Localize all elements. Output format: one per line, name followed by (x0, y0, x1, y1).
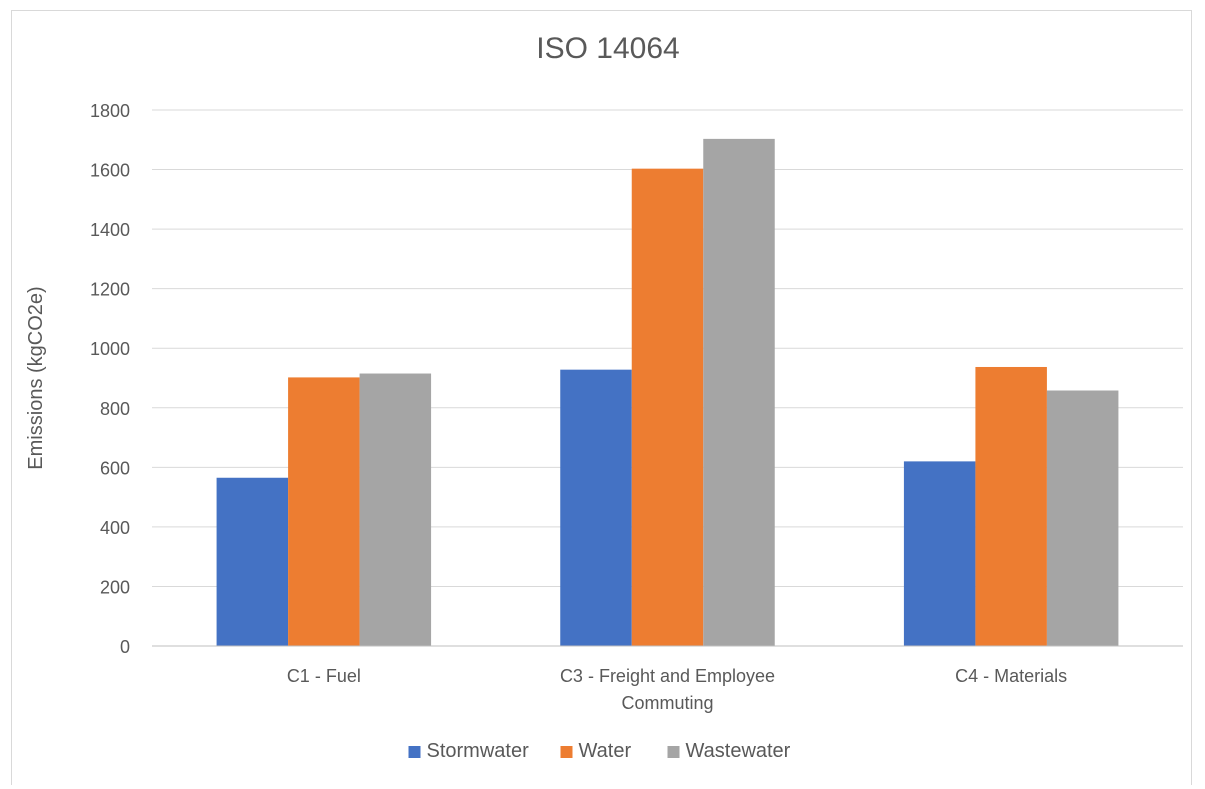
y-tick-label: 1800 (90, 101, 130, 121)
x-category-label: Commuting (621, 693, 713, 713)
y-tick-label: 600 (100, 458, 130, 478)
legend-label-stormwater: Stormwater (427, 740, 530, 762)
bars (216, 138, 1119, 646)
bar-water-1 (288, 377, 360, 646)
bar-stormwater-2 (560, 369, 632, 646)
x-category-label: C1 - Fuel (287, 666, 361, 686)
legend: Stormwater Water Wastewater (408, 740, 791, 762)
legend-label-wastewater: Wastewater (686, 740, 791, 762)
y-tick-label: 200 (100, 577, 130, 597)
bar-wastewater-2 (703, 138, 775, 646)
bar-wastewater-1 (359, 373, 432, 646)
y-tick-label: 800 (100, 399, 130, 419)
bar-wastewater-3 (1046, 390, 1119, 646)
bar-water-3 (975, 366, 1047, 646)
x-category-label: C3 - Freight and Employee (560, 666, 775, 686)
chart-title: ISO 14064 (536, 32, 679, 65)
y-tick-label: 1000 (90, 339, 130, 359)
y-tick-label: 400 (100, 518, 130, 538)
bar-stormwater-3 (903, 461, 976, 646)
legend-swatch-wastewater (667, 746, 680, 758)
x-category-label: C4 - Materials (955, 666, 1067, 686)
legend-label-water: Water (579, 740, 632, 762)
legend-swatch-stormwater (408, 746, 421, 758)
y-axis-title: Emissions (kgCO2e) (25, 286, 47, 469)
axes: 0 200 400 600 800 1000 1200 1400 1600 1800 C1 - Fu… (90, 101, 1183, 713)
y-tick-label: 1400 (90, 220, 130, 240)
y-tick-label: 1600 (90, 161, 130, 181)
legend-swatch-water (560, 746, 573, 758)
y-tick-label: 1200 (90, 280, 130, 300)
y-tick-label: 0 (120, 637, 130, 657)
bar-stormwater-1 (216, 477, 289, 646)
chart-frame (11, 10, 1192, 785)
bar-water-2 (631, 168, 704, 646)
